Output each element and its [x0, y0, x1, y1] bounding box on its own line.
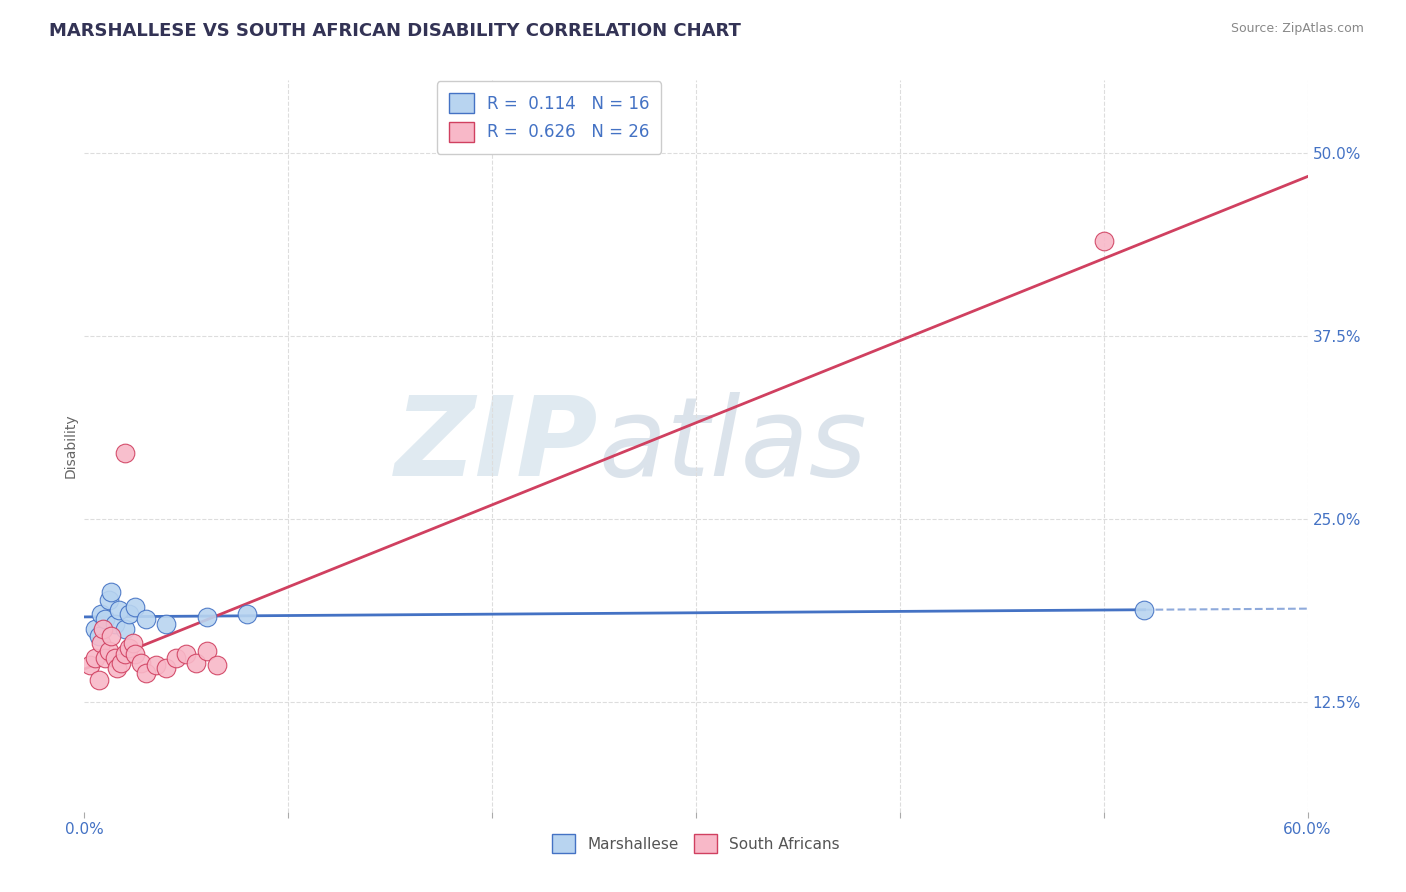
- Point: [174, 647, 197, 661]
- Point: [114, 446, 136, 460]
- Point: [104, 617, 127, 632]
- Point: [93, 612, 115, 626]
- Point: [83, 651, 105, 665]
- Point: [145, 658, 167, 673]
- Point: [108, 603, 131, 617]
- Text: atlas: atlas: [598, 392, 866, 500]
- Point: [87, 673, 110, 687]
- Point: [118, 607, 141, 622]
- Point: [1092, 234, 1115, 248]
- Point: [1133, 603, 1156, 617]
- Point: [186, 656, 208, 670]
- Text: ZIP: ZIP: [395, 392, 598, 500]
- Point: [118, 640, 141, 655]
- Point: [124, 599, 146, 614]
- Point: [105, 661, 128, 675]
- Point: [114, 622, 136, 636]
- Point: [205, 658, 228, 673]
- Point: [104, 651, 127, 665]
- Point: [79, 658, 101, 673]
- Point: [155, 617, 177, 632]
- Point: [90, 607, 112, 622]
- Y-axis label: Disability: Disability: [63, 414, 77, 478]
- Text: MARSHALLESE VS SOUTH AFRICAN DISABILITY CORRELATION CHART: MARSHALLESE VS SOUTH AFRICAN DISABILITY …: [49, 22, 741, 40]
- Text: Source: ZipAtlas.com: Source: ZipAtlas.com: [1230, 22, 1364, 36]
- Point: [195, 644, 218, 658]
- Point: [131, 656, 153, 670]
- Point: [91, 622, 114, 636]
- Point: [93, 651, 115, 665]
- Point: [90, 636, 112, 650]
- Point: [87, 629, 110, 643]
- Point: [110, 656, 132, 670]
- Point: [83, 622, 105, 636]
- Point: [165, 651, 187, 665]
- Point: [97, 592, 120, 607]
- Point: [236, 607, 259, 622]
- Point: [135, 612, 157, 626]
- Point: [97, 644, 120, 658]
- Point: [155, 661, 177, 675]
- Point: [114, 647, 136, 661]
- Legend: Marshallese, South Africans: Marshallese, South Africans: [546, 828, 846, 859]
- Point: [135, 665, 157, 680]
- Point: [100, 629, 122, 643]
- Point: [100, 585, 122, 599]
- Point: [195, 610, 218, 624]
- Point: [122, 636, 145, 650]
- Point: [124, 647, 146, 661]
